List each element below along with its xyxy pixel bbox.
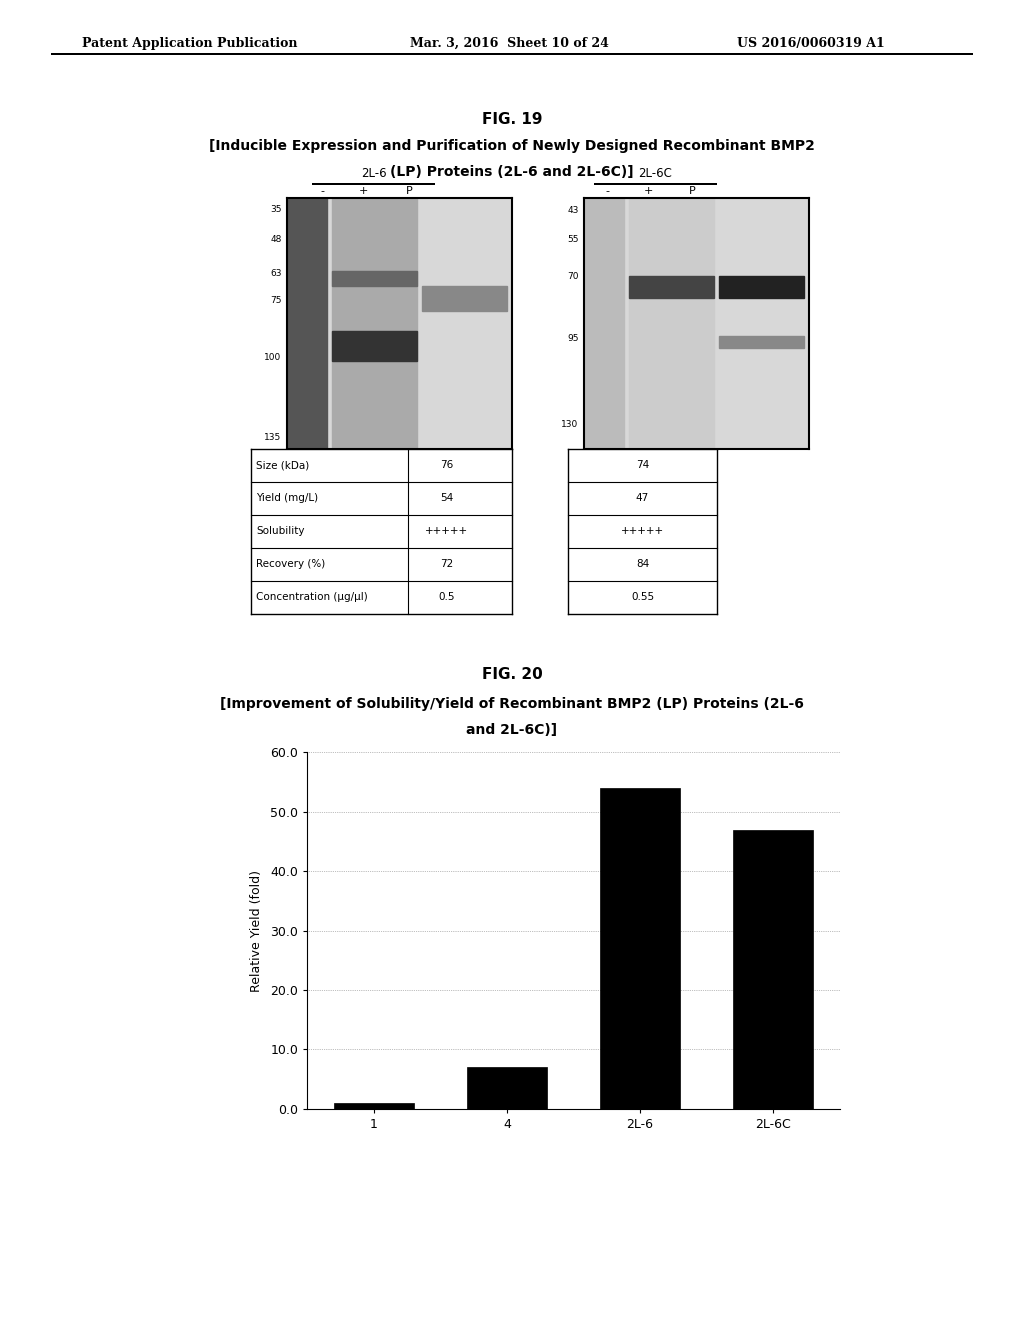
Text: 47: 47 [636, 494, 649, 503]
Bar [719, 335, 805, 348]
Bar [334, 1104, 414, 1109]
Text: 0.55: 0.55 [631, 593, 654, 602]
Text: Patent Application Publication: Patent Application Publication [82, 37, 297, 50]
Text: Yield (mg/L): Yield (mg/L) [256, 494, 318, 503]
Text: 48: 48 [270, 235, 282, 243]
Text: (LP) Proteins (2L-6 and 2L-6C)]: (LP) Proteins (2L-6 and 2L-6C)] [390, 165, 634, 180]
Text: +: + [643, 186, 653, 197]
Text: Mar. 3, 2016  Sheet 10 of 24: Mar. 3, 2016 Sheet 10 of 24 [410, 37, 608, 50]
Text: 100: 100 [264, 352, 282, 362]
Text: Recovery (%): Recovery (%) [256, 560, 326, 569]
Text: 2L-6: 2L-6 [360, 166, 387, 180]
Text: 76: 76 [440, 461, 454, 470]
Bar [287, 198, 328, 449]
Text: US 2016/0060319 A1: US 2016/0060319 A1 [737, 37, 885, 50]
Text: FIG. 20: FIG. 20 [481, 667, 543, 681]
Text: 70: 70 [567, 272, 579, 281]
Bar [733, 830, 813, 1109]
Bar [332, 198, 418, 449]
Text: -: - [321, 186, 325, 197]
Text: +++++: +++++ [621, 527, 665, 536]
Y-axis label: Relative Yield (fold): Relative Yield (fold) [250, 870, 263, 991]
Text: 75: 75 [270, 296, 282, 305]
Text: 2L-6C: 2L-6C [638, 166, 673, 180]
Text: FIG. 19: FIG. 19 [481, 112, 543, 127]
Text: 130: 130 [561, 420, 579, 429]
Bar [422, 286, 508, 310]
Bar [600, 788, 680, 1109]
Text: 55: 55 [567, 235, 579, 244]
Text: 35: 35 [270, 205, 282, 214]
Text: 95: 95 [567, 334, 579, 343]
Text: P: P [689, 186, 695, 197]
Bar [332, 331, 418, 360]
Text: Solubility: Solubility [256, 527, 304, 536]
Text: and 2L-6C)]: and 2L-6C)] [467, 723, 557, 738]
Bar [629, 276, 715, 298]
Text: 135: 135 [264, 433, 282, 442]
Text: Concentration (μg/μl): Concentration (μg/μl) [256, 593, 368, 602]
Text: +++++: +++++ [425, 527, 468, 536]
Text: 43: 43 [567, 206, 579, 215]
Text: P: P [407, 186, 413, 197]
Bar [584, 198, 625, 449]
Text: 72: 72 [440, 560, 454, 569]
Bar [467, 1067, 547, 1109]
Text: Size (kDa): Size (kDa) [256, 461, 309, 470]
Text: [Improvement of Solubility/Yield of Recombinant BMP2 (LP) Proteins (2L-6: [Improvement of Solubility/Yield of Reco… [220, 697, 804, 711]
Text: 63: 63 [270, 269, 282, 277]
Text: 74: 74 [636, 461, 649, 470]
Text: 0.5: 0.5 [438, 593, 455, 602]
Text: 84: 84 [636, 560, 649, 569]
Text: -: - [605, 186, 609, 197]
Bar [719, 276, 805, 298]
Bar [629, 198, 715, 449]
Bar [332, 271, 418, 285]
Text: [Inducible Expression and Purification of Newly Designed Recombinant BMP2: [Inducible Expression and Purification o… [209, 139, 815, 153]
Text: 54: 54 [440, 494, 454, 503]
Text: +: + [358, 186, 369, 197]
